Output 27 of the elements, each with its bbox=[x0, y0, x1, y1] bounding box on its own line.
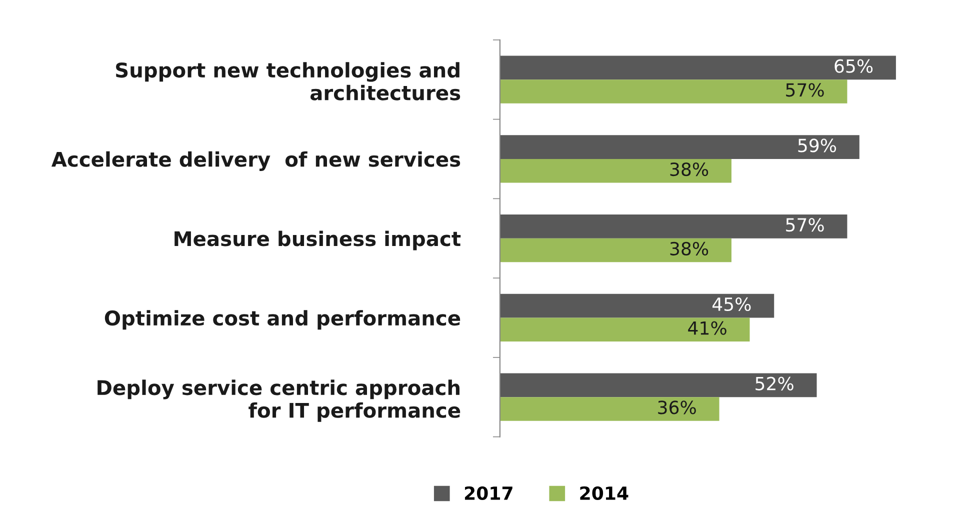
data-label: 38% bbox=[670, 242, 708, 256]
data-label: 45% bbox=[712, 297, 751, 312]
bar bbox=[500, 318, 750, 342]
bar bbox=[500, 238, 732, 262]
data-label: 59% bbox=[798, 138, 836, 152]
legend-label: 2014 bbox=[580, 486, 628, 500]
bar bbox=[500, 294, 774, 318]
bar bbox=[500, 158, 732, 183]
data-label: 57% bbox=[786, 218, 824, 232]
y-tick-label: Optimize cost and performance bbox=[104, 310, 460, 330]
bar bbox=[500, 373, 817, 398]
bar bbox=[500, 397, 720, 421]
data-label: 38% bbox=[670, 162, 708, 176]
y-tick-label: Support new technologies and architectures bbox=[116, 62, 460, 100]
y-tick-label: Measure business impact bbox=[174, 230, 461, 250]
data-label: 65% bbox=[834, 59, 873, 73]
bar bbox=[500, 56, 896, 80]
bar bbox=[500, 80, 848, 104]
y-tick-label: Accelerate delivery of new services bbox=[51, 151, 460, 171]
legend-label: 2017 bbox=[464, 486, 512, 500]
bar bbox=[500, 214, 848, 238]
data-label: 41% bbox=[688, 321, 726, 335]
data-label: 52% bbox=[756, 376, 794, 390]
bar bbox=[500, 135, 860, 159]
data-label: 36% bbox=[658, 400, 696, 414]
data-label: 57% bbox=[786, 83, 824, 97]
y-tick-label: Deploy service centric approach for IT performance bbox=[98, 380, 460, 422]
